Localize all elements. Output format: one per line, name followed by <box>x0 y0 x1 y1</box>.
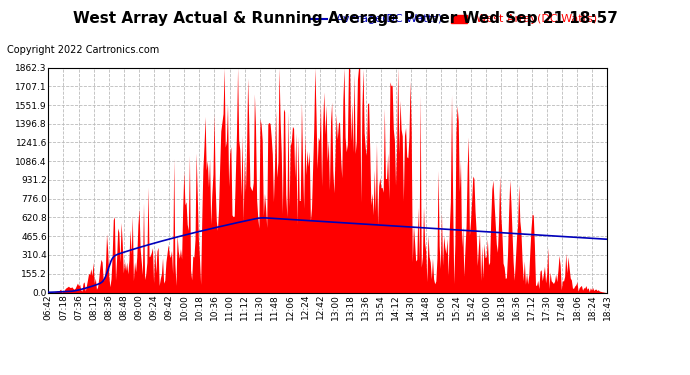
Legend: Average(DC Watts), West Array(DC Watts): Average(DC Watts), West Array(DC Watts) <box>306 10 602 29</box>
Text: West Array Actual & Running Average Power Wed Sep 21 18:57: West Array Actual & Running Average Powe… <box>72 11 618 26</box>
Text: Copyright 2022 Cartronics.com: Copyright 2022 Cartronics.com <box>7 45 159 55</box>
